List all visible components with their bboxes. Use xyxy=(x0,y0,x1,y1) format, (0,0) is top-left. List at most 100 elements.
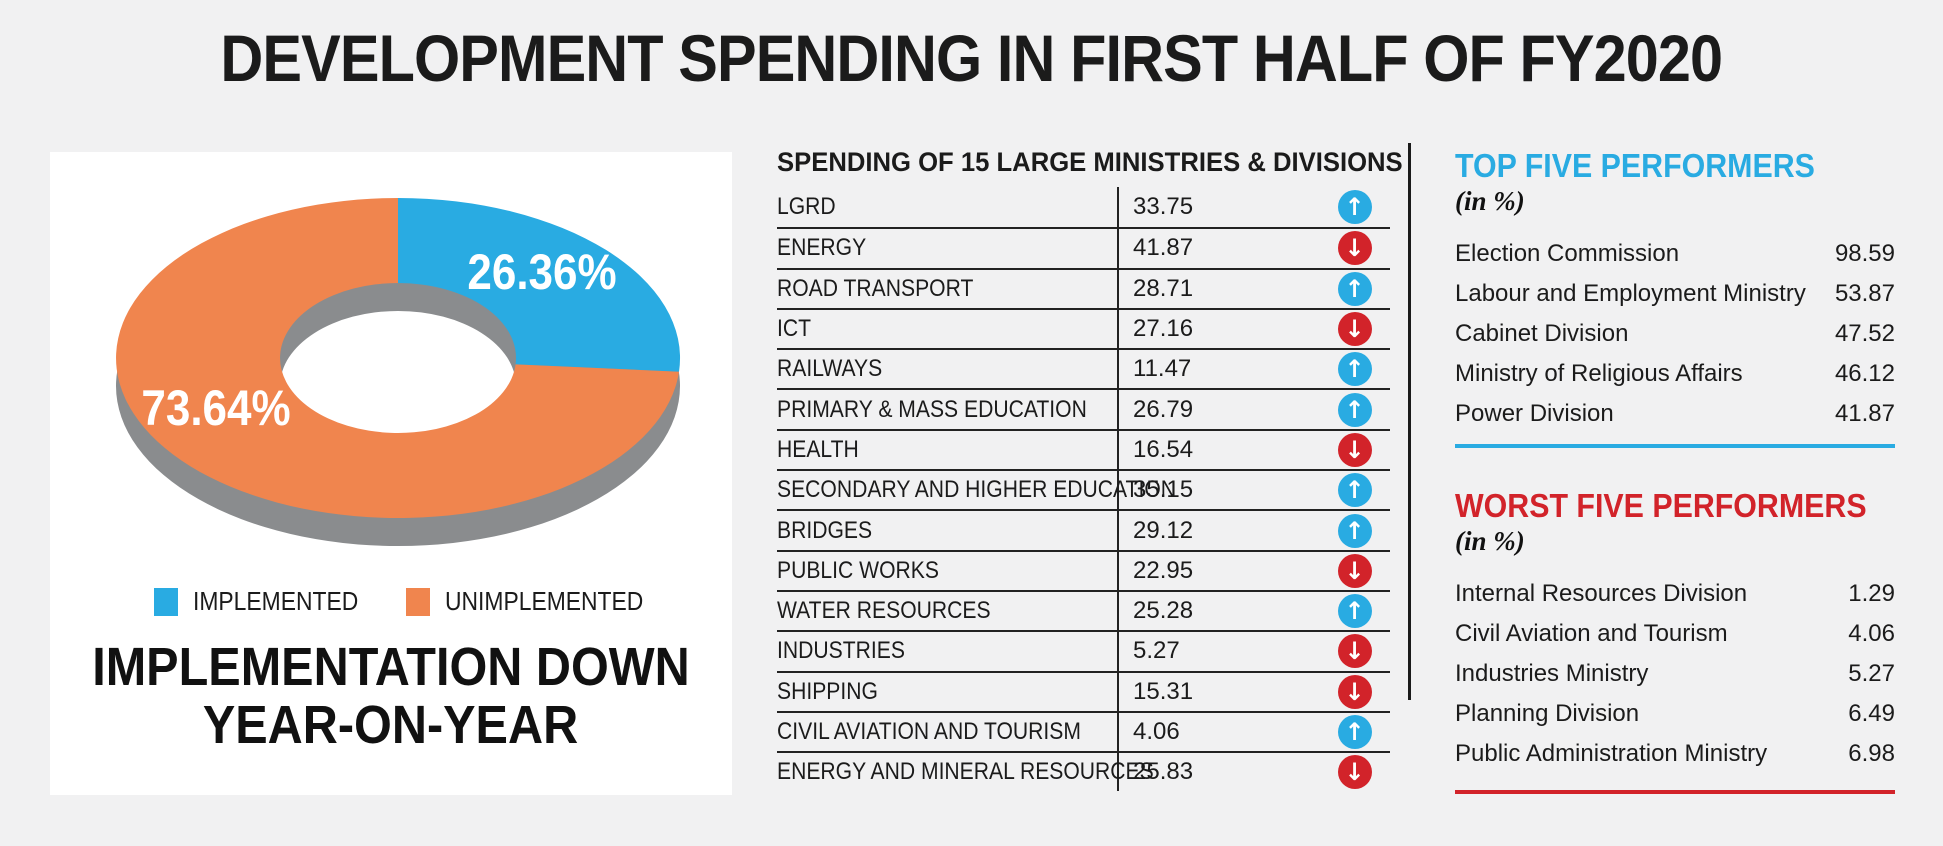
list-item: Power Division 41.87 xyxy=(1455,394,1895,434)
ministry-value: 11.47 xyxy=(1133,355,1192,383)
donut-label-implemented: 26.36% xyxy=(457,243,627,301)
ministry-value: 28.71 xyxy=(1133,274,1194,302)
trend-up-icon: ↑ xyxy=(1337,594,1372,629)
ministry-name: PUBLIC WORKS xyxy=(777,556,939,584)
top-performers-unit-note: (in %) xyxy=(1455,186,1525,216)
worst-performers-unit-note: (in %) xyxy=(1455,526,1525,556)
trend-down-icon: ↓ xyxy=(1337,432,1372,467)
ministry-name: BRIDGES xyxy=(777,516,873,544)
donut-caption: IMPLEMENTATION DOWN YEAR-ON-YEAR xyxy=(50,638,732,754)
performer-value: 4.06 xyxy=(1848,620,1895,647)
trend-down-icon: ↓ xyxy=(1337,634,1372,669)
ministry-name: ICT xyxy=(777,315,812,343)
ministry-name: CIVIL AVIATION AND TOURISM xyxy=(777,718,1081,745)
trend-down-icon: ↓ xyxy=(1337,231,1372,266)
top-performers-heading-text: TOP FIVE PERFORMERS xyxy=(1455,147,1815,184)
performer-value: 41.87 xyxy=(1834,400,1895,427)
ministries-rows: LGRD 33.75 ↑ ENERGY 41.87 ↓ ROAD TRANSPO… xyxy=(777,187,1390,792)
list-item: Labour and Employment Ministry 53.87 xyxy=(1455,274,1895,314)
table-row: BRIDGES 29.12 ↑ xyxy=(777,509,1390,549)
trend-up-icon: ↑ xyxy=(1337,190,1372,225)
performer-value: 53.87 xyxy=(1834,280,1895,307)
ministry-value: 22.95 xyxy=(1133,556,1194,584)
trend-down-icon: ↓ xyxy=(1337,755,1372,790)
donut-legend: IMPLEMENTED UNIMPLEMENTED xyxy=(50,586,732,620)
ministry-value: 5.27 xyxy=(1133,637,1180,665)
ministry-name: SHIPPING xyxy=(777,677,878,705)
ministry-name: RAILWAYS xyxy=(777,355,883,383)
performer-name: Cabinet Division xyxy=(1455,320,1629,347)
legend-item: IMPLEMENTED xyxy=(154,586,381,617)
table-row: SHIPPING 15.31 ↓ xyxy=(777,670,1390,711)
table-row: HEALTH 16.54 ↓ xyxy=(777,428,1390,469)
table-row: WATER RESOURCES 25.28 ↑ xyxy=(777,589,1390,630)
ministry-name: ENERGY AND MINERAL RESOURCES xyxy=(777,758,1154,786)
worst-performers-section: WORST FIVE PERFORMERS (in %) Internal Re… xyxy=(1455,488,1895,794)
legend-swatch xyxy=(406,587,430,616)
ministries-table-title-text: SPENDING OF 15 LARGE MINISTRIES & DIVISI… xyxy=(777,147,1403,177)
trend-up-icon: ↑ xyxy=(1337,513,1372,548)
trend-down-icon: ↓ xyxy=(1337,553,1372,588)
list-item: Industries Ministry 5.27 xyxy=(1455,654,1895,694)
top-performers-heading: TOP FIVE PERFORMERS xyxy=(1455,148,1895,184)
worst-performers-heading-text: WORST FIVE PERFORMERS xyxy=(1455,487,1867,524)
performer-value: 6.49 xyxy=(1848,700,1895,727)
donut-slice-unimplemented xyxy=(116,198,679,518)
performer-name: Planning Division xyxy=(1455,700,1640,727)
trend-up-icon: ↑ xyxy=(1337,392,1372,427)
ministry-name: INDUSTRIES xyxy=(777,637,905,665)
top-performers-underline xyxy=(1455,444,1895,448)
performer-value: 46.12 xyxy=(1834,360,1895,387)
performer-name: Internal Resources Division xyxy=(1455,580,1748,607)
ministry-value: 15.31 xyxy=(1133,677,1194,705)
implemented-percent: 26.36% xyxy=(467,244,617,300)
table-row: PUBLIC WORKS 22.95 ↓ xyxy=(777,549,1390,590)
legend-label: UNIMPLEMENTED xyxy=(445,586,644,616)
list-item: Ministry of Religious Affairs 46.12 xyxy=(1455,354,1895,394)
table-row: INDUSTRIES 5.27 ↓ xyxy=(777,630,1390,670)
table-row: CIVIL AVIATION AND TOURISM 4.06 ↑ xyxy=(777,710,1390,751)
ministry-value: 25.83 xyxy=(1133,758,1194,786)
list-item: Internal Resources Division 1.29 xyxy=(1455,574,1895,614)
ministry-value: 16.54 xyxy=(1133,435,1194,463)
table-row: ENERGY 41.87 ↓ xyxy=(777,227,1390,267)
ministry-value: 4.06 xyxy=(1133,718,1180,745)
ministry-name: SECONDARY AND HIGHER EDUCATION xyxy=(777,476,1177,504)
performer-name: Ministry of Religious Affairs xyxy=(1455,360,1743,387)
table-row: LGRD 33.75 ↑ xyxy=(777,187,1390,227)
caption-line-2: YEAR-ON-YEAR xyxy=(203,695,579,755)
performer-value: 6.98 xyxy=(1848,740,1895,767)
performer-name: Power Division xyxy=(1455,400,1614,427)
donut-chart xyxy=(115,198,681,547)
ministry-name: ENERGY xyxy=(777,234,867,262)
performer-value: 5.27 xyxy=(1848,660,1895,687)
performer-name: Election Commission xyxy=(1455,240,1680,267)
trend-down-icon: ↓ xyxy=(1337,312,1372,347)
performer-value: 1.29 xyxy=(1848,580,1895,607)
trend-up-icon: ↑ xyxy=(1337,715,1372,749)
ministry-value: 26.79 xyxy=(1133,395,1194,423)
unimplemented-percent: 73.64% xyxy=(141,380,291,436)
ministry-value: 41.87 xyxy=(1133,234,1194,262)
top-performers-rows: Election Commission 98.59 Labour and Emp… xyxy=(1455,234,1895,434)
worst-performers-heading: WORST FIVE PERFORMERS xyxy=(1455,488,1895,524)
donut-panel: 26.36% 73.64% IMPLEMENTED UNIMPLEMENTED … xyxy=(50,152,732,795)
list-item: Civil Aviation and Tourism 4.06 xyxy=(1455,614,1895,654)
performer-name: Industries Ministry xyxy=(1455,660,1649,687)
vertical-divider xyxy=(1408,143,1411,700)
trend-down-icon: ↓ xyxy=(1337,674,1372,709)
list-item: Cabinet Division 47.52 xyxy=(1455,314,1895,354)
legend-item: UNIMPLEMENTED xyxy=(406,586,670,617)
table-row: RAILWAYS 11.47 ↑ xyxy=(777,348,1390,388)
table-row: ENERGY AND MINERAL RESOURCES 25.83 ↓ xyxy=(777,751,1390,791)
list-item: Election Commission 98.59 xyxy=(1455,234,1895,274)
ministries-table-title: SPENDING OF 15 LARGE MINISTRIES & DIVISI… xyxy=(777,147,1403,187)
performer-name: Civil Aviation and Tourism xyxy=(1455,620,1728,647)
ministry-name: WATER RESOURCES xyxy=(777,597,991,625)
performer-value: 47.52 xyxy=(1834,320,1895,347)
table-row: ICT 27.16 ↓ xyxy=(777,307,1390,348)
donut-slice-implemented xyxy=(398,198,681,372)
ministry-value: 27.16 xyxy=(1133,315,1194,343)
ministry-name: PRIMARY & MASS EDUCATION xyxy=(777,395,1087,423)
legend-swatch xyxy=(154,587,178,616)
